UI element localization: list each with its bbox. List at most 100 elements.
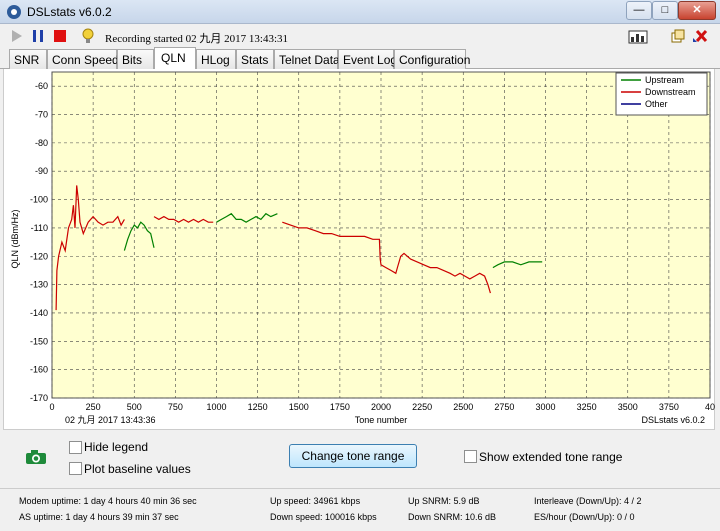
series-line-upstream xyxy=(216,212,278,223)
play-icon[interactable] xyxy=(8,28,24,44)
y-tick-label: -120 xyxy=(30,251,48,261)
series-line-downstream xyxy=(282,221,491,294)
tab-snr[interactable]: SNR xyxy=(9,49,47,69)
series-line-upstream xyxy=(492,261,543,269)
x-tick-label: 2250 xyxy=(412,402,432,412)
tab-label: Conn Speed xyxy=(52,53,119,67)
close-button[interactable]: ✕ xyxy=(678,1,716,20)
x-tick-label: 1000 xyxy=(206,402,226,412)
x-tick-label: 1250 xyxy=(248,402,268,412)
x-tick-label: 250 xyxy=(86,402,101,412)
tab-label: Telnet Data xyxy=(279,53,340,67)
legend-entry: Downstream xyxy=(645,87,696,97)
chart-panel: -60 -70 -80 -90 -100 -110 -120 -130 -140 -150 -160… xyxy=(3,69,715,430)
chart-watermark: DSLstats v6.0.2 xyxy=(641,415,705,425)
series-lines xyxy=(55,185,543,311)
series-line-upstream xyxy=(123,221,155,251)
pause-icon[interactable] xyxy=(30,28,46,44)
y-tick-label: -150 xyxy=(30,336,48,346)
exit-icon[interactable] xyxy=(692,28,708,44)
hide-legend-checkbox[interactable] xyxy=(69,441,82,454)
y-tick-label: -140 xyxy=(30,308,48,318)
interleave: Interleave (Down/Up): 4 / 2 xyxy=(534,496,642,506)
x-tick-label: 0 xyxy=(49,402,54,412)
tab-stats[interactable]: Stats xyxy=(236,49,274,69)
legend-entry: Upstream xyxy=(645,75,684,85)
x-tick-label: 3500 xyxy=(618,402,638,412)
x-tick-label: 2500 xyxy=(453,402,473,412)
camera-icon[interactable] xyxy=(25,449,47,465)
tab-event-log[interactable]: Event Log xyxy=(338,49,398,69)
change-tone-range-button[interactable]: Change tone range xyxy=(289,444,417,468)
restore-icon[interactable] xyxy=(670,28,686,44)
recording-status: Recording started 02 九月 2017 13:43:31 xyxy=(105,33,289,45)
y-tick-label: -70 xyxy=(35,110,48,120)
up-snrm: Up SNRM: 5.9 dB xyxy=(408,496,480,506)
x-tick-labels: 0 250 500 750 1000 1250 1500 1750 2000 2250 2500 27… xyxy=(49,402,715,412)
series-line-downstream xyxy=(153,215,214,223)
tab-conn-speed[interactable]: Conn Speed xyxy=(47,49,119,69)
tab-label: Event Log xyxy=(343,53,398,67)
minimize-button[interactable]: — xyxy=(626,1,652,20)
plot-baseline-label: Plot baseline values xyxy=(84,462,191,476)
y-tick-label: -130 xyxy=(30,280,48,290)
y-tick-label: -100 xyxy=(30,195,48,205)
tab-label: SNR xyxy=(14,53,40,67)
up-speed: Up speed: 34961 kbps xyxy=(270,496,361,506)
tab-bar: SNR Conn Speed Bits QLN HLog Stats Telne… xyxy=(0,47,720,70)
graphs-icon[interactable] xyxy=(628,28,650,44)
as-uptime: AS uptime: 1 day 4 hours 39 min 37 sec xyxy=(19,512,179,522)
y-tick-label: -60 xyxy=(35,81,48,91)
modem-uptime: Modem uptime: 1 day 4 hours 40 min 36 se… xyxy=(19,496,197,506)
stop-icon[interactable] xyxy=(52,28,68,44)
x-tick-label: 3250 xyxy=(577,402,597,412)
hide-legend-label: Hide legend xyxy=(84,440,149,454)
chart-timestamp: 02 九月 2017 13:43:36 xyxy=(65,415,156,425)
tab-label: Configuration xyxy=(399,53,471,67)
extended-range-checkbox[interactable] xyxy=(464,450,477,463)
x-tick-label: 3750 xyxy=(659,402,679,412)
x-tick-label: 40 xyxy=(705,402,715,412)
down-snrm: Down SNRM: 10.6 dB xyxy=(408,512,497,522)
lightbulb-icon[interactable] xyxy=(80,28,96,44)
legend-entry: Other xyxy=(645,99,668,109)
series-line-downstream xyxy=(55,185,125,311)
x-tick-label: 500 xyxy=(127,402,142,412)
y-tick-label: -80 xyxy=(35,138,48,148)
y-tick-label: -90 xyxy=(35,166,48,176)
status-bar: Modem uptime: 1 day 4 hours 40 min 36 se… xyxy=(0,488,720,531)
es-per-hour: ES/hour (Down/Up): 0 / 0 xyxy=(534,512,635,522)
y-tick-label: -170 xyxy=(30,393,48,403)
tab-qln[interactable]: QLN xyxy=(154,47,196,70)
extended-range-label: Show extended tone range xyxy=(479,450,623,464)
x-tick-label: 1750 xyxy=(330,402,350,412)
tab-configuration[interactable]: Configuration xyxy=(394,49,470,69)
tab-label: Bits xyxy=(122,53,143,67)
grid xyxy=(51,72,711,399)
y-tick-label: -160 xyxy=(30,365,48,375)
tab-label: HLog xyxy=(201,53,230,67)
title-bar: DSLstats v6.0.2 — □ ✕ xyxy=(0,0,720,24)
x-tick-label: 750 xyxy=(168,402,183,412)
legend: Upstream Downstream Other xyxy=(615,72,708,116)
maximize-button[interactable]: □ xyxy=(652,1,678,20)
tab-bits[interactable]: Bits xyxy=(117,49,154,69)
controls-panel: Hide legend Plot baseline values Change … xyxy=(0,430,720,488)
app-icon xyxy=(7,5,21,19)
x-tick-label: 2750 xyxy=(494,402,514,412)
x-axis-label: Tone number xyxy=(355,415,408,425)
tab-label: Stats xyxy=(241,53,269,67)
y-tick-label: -110 xyxy=(31,223,48,233)
x-tick-label: 1500 xyxy=(289,402,309,412)
x-tick-label: 3000 xyxy=(535,402,555,412)
tab-telnet-data[interactable]: Telnet Data xyxy=(274,49,340,69)
toolbar: Recording started 02 九月 2017 13:43:31 xyxy=(0,25,720,47)
window-title: DSLstats v6.0.2 xyxy=(27,5,112,19)
y-tick-labels: -60 -70 -80 -90 -100 -110 -120 -130 -140 -150 -160… xyxy=(30,81,48,403)
y-axis-label: QLN (dBm/Hz) xyxy=(10,209,20,268)
tab-hlog[interactable]: HLog xyxy=(196,49,236,69)
plot-baseline-checkbox[interactable] xyxy=(69,462,82,475)
down-speed: Down speed: 100016 kbps xyxy=(270,512,377,522)
qln-chart: -60 -70 -80 -90 -100 -110 -120 -130 -140 -150 -160… xyxy=(10,71,715,425)
x-tick-label: 2000 xyxy=(371,402,391,412)
